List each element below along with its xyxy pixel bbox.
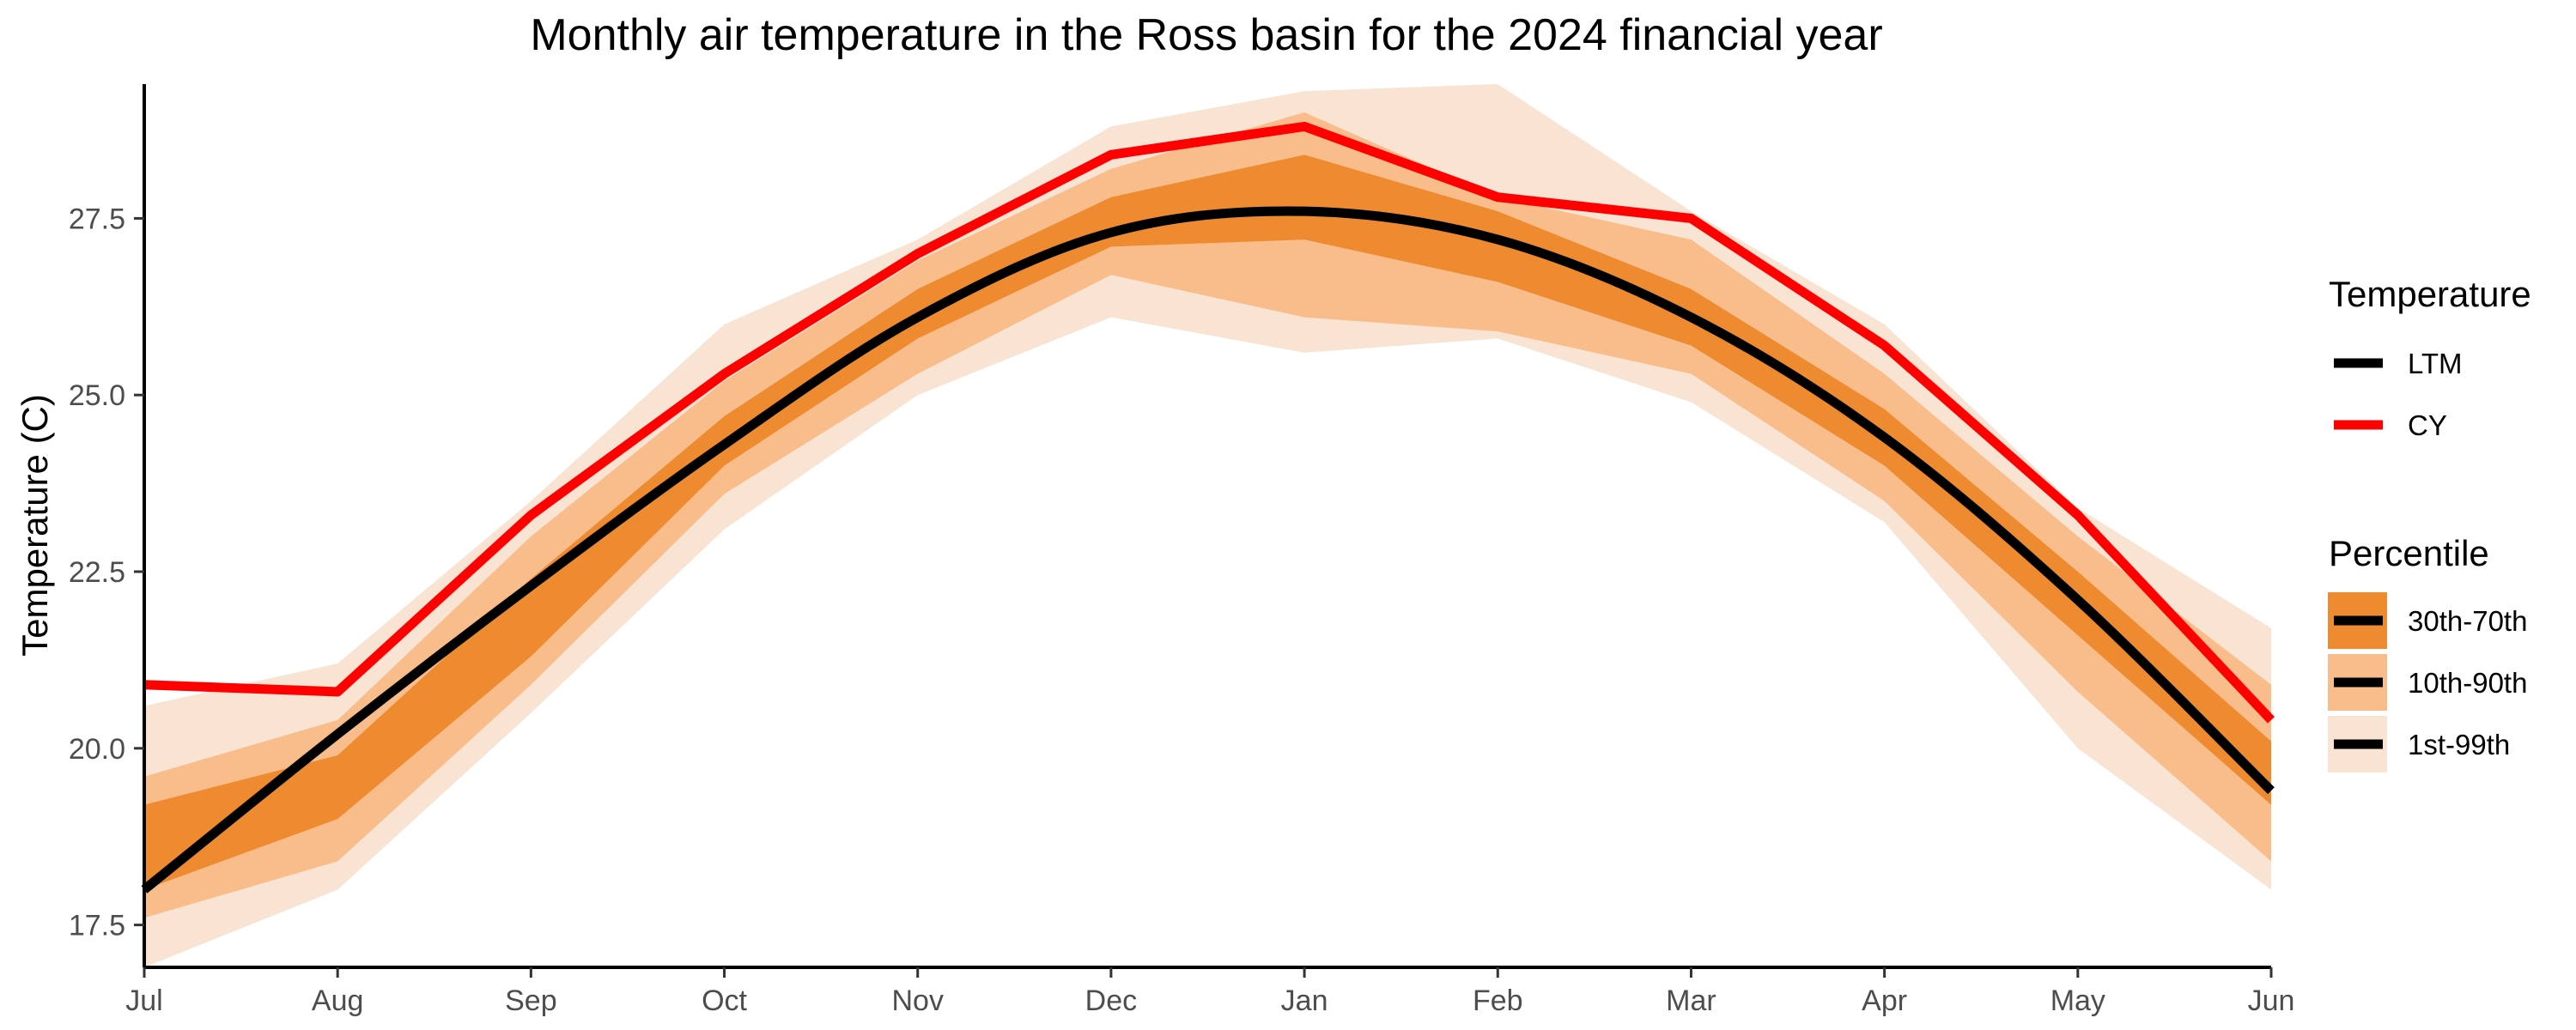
y-tick-label: 20.0 — [69, 733, 125, 766]
x-tick-label: Oct — [702, 985, 747, 1017]
x-tick-label: Jan — [1281, 985, 1328, 1017]
x-tick-label: Dec — [1085, 985, 1137, 1017]
legend-percentile-items: 30th-70th 10th-90th 1st-99th — [2328, 592, 2527, 772]
x-tick-label: Nov — [891, 985, 943, 1017]
x-tick-label: Aug — [312, 985, 364, 1017]
plot-area — [141, 84, 2275, 967]
x-tick-label: May — [2050, 985, 2105, 1017]
legend-temperature-items: LTM CY — [2334, 348, 2463, 441]
x-tick-label: Jun — [2248, 985, 2295, 1017]
x-tick-label: Jul — [125, 985, 162, 1017]
band-10th-90th — [144, 112, 2271, 918]
series-line-cy — [143, 121, 2275, 724]
x-tick-label: Feb — [1473, 985, 1523, 1017]
x-tick-label: Mar — [1666, 985, 1716, 1017]
y-axis-ticks: 17.5 20.0 22.5 25.0 27.5 — [69, 203, 144, 942]
y-tick-label: 22.5 — [69, 556, 125, 589]
x-axis-ticks: Jul Aug Sep Oct Nov Dec Jan Feb Mar Apr May Jun — [125, 967, 2294, 1017]
legend-title-temperature: Temperature — [2329, 274, 2531, 314]
series-lines — [141, 121, 2275, 894]
legend-title-percentile: Percentile — [2329, 533, 2489, 573]
y-tick-label: 17.5 — [69, 910, 125, 942]
y-tick-label: 25.0 — [69, 379, 125, 412]
x-tick-label: Sep — [505, 985, 557, 1017]
legend-label-1st-99th: 1st-99th — [2408, 729, 2510, 760]
legend-label-ltm: LTM — [2408, 348, 2463, 379]
y-axis-label: Temperature (C) — [15, 394, 55, 657]
legend-label-30th-70th: 30th-70th — [2408, 605, 2527, 637]
y-tick-label: 27.5 — [69, 203, 125, 235]
legend-label-10th-90th: 10th-90th — [2408, 667, 2527, 699]
legend-label-cy: CY — [2408, 409, 2447, 441]
series-line-ltm — [141, 206, 2275, 894]
chart-title: Monthly air temperature in the Ross basi… — [530, 10, 1882, 60]
x-tick-label: Apr — [1862, 985, 1907, 1017]
legend: Temperature LTM CY Percentile 30th-70th 10… — [2328, 274, 2531, 772]
